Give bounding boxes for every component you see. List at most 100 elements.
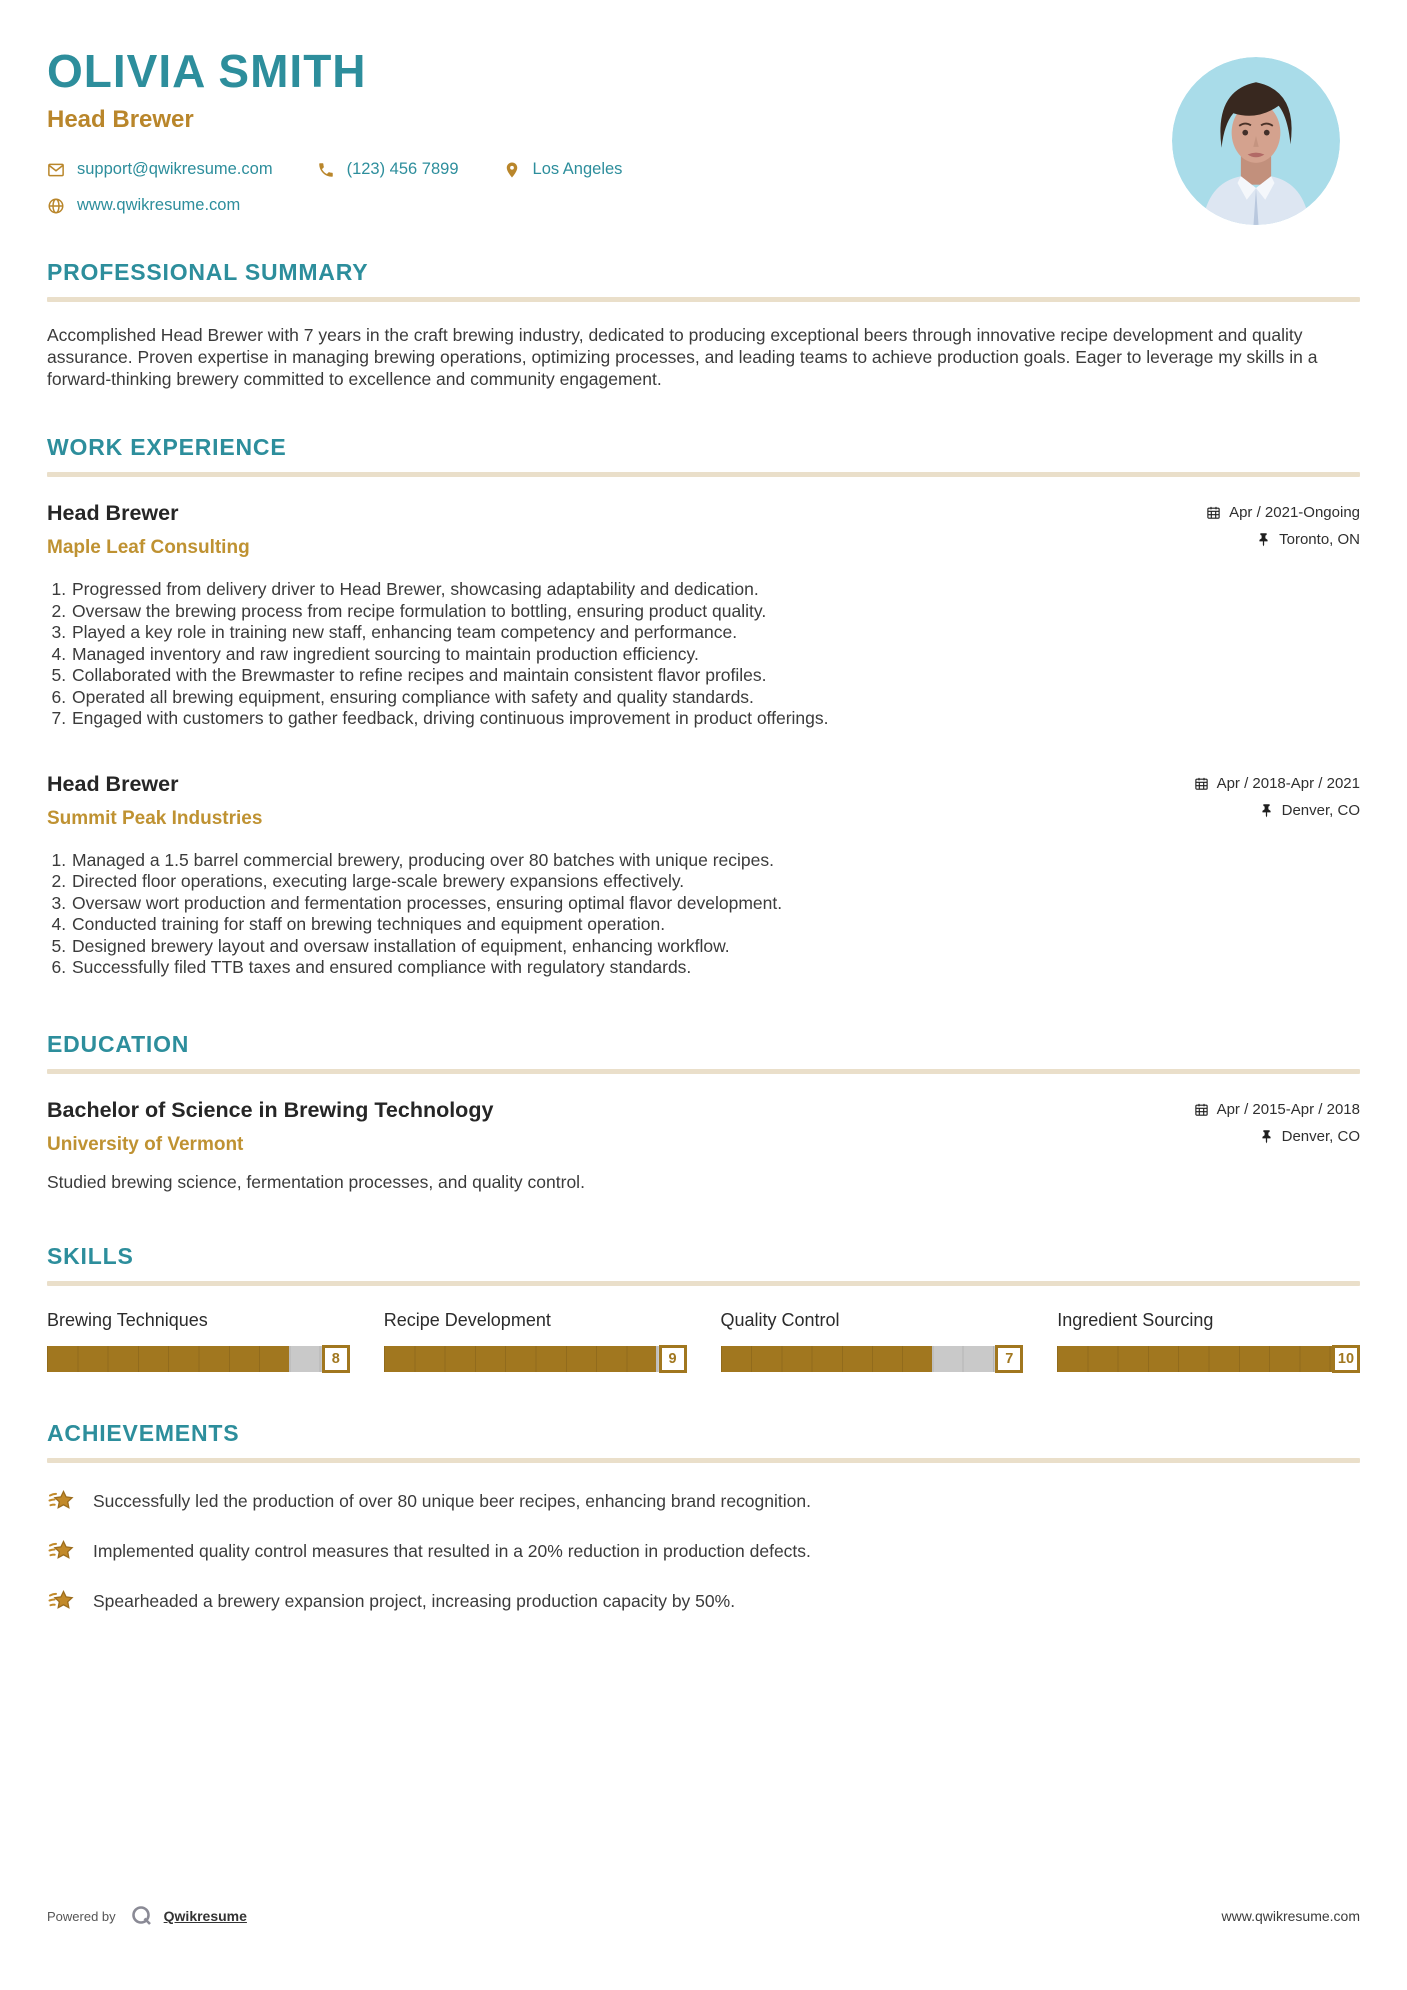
achievement-text: Spearheaded a brewery expansion project,… — [93, 1591, 736, 1611]
skill-bar-fill — [720, 1345, 933, 1372]
person-name: OLIVIA SMITH — [47, 45, 367, 97]
globe-icon — [47, 197, 65, 215]
section-achievements: ACHIEVEMENTS Successfully led the produc… — [47, 1420, 1360, 1617]
job-location: Denver, CO — [1259, 802, 1360, 819]
education-entry: Bachelor of Science in Brewing Technolog… — [47, 1098, 1360, 1193]
pushpin-icon — [1259, 803, 1274, 818]
qwikresume-brand-link[interactable]: Qwikresume — [163, 1908, 247, 1924]
job-bullet: Oversaw the brewing process from recipe … — [71, 601, 1360, 623]
skill-recipe-development: Recipe Development 9 — [383, 1309, 687, 1373]
job-bullet-list: Progressed from delivery driver to Head … — [47, 579, 1360, 730]
job-bullet: Directed floor operations, executing lar… — [71, 871, 1360, 893]
job-bullet: Collaborated with the Brewmaster to refi… — [71, 665, 1360, 687]
section-education: EDUCATION Bachelor of Science in Brewing… — [47, 1031, 1360, 1193]
skill-bar: 7 — [720, 1344, 1024, 1373]
envelope-icon — [47, 161, 65, 179]
achievement-item: Spearheaded a brewery expansion project,… — [47, 1587, 1360, 1617]
job-bullet: Managed inventory and raw ingredient sou… — [71, 644, 1360, 666]
contact-row-1: support@qwikresume.com (123) 456 7899 Lo… — [47, 160, 1360, 179]
calendar-icon — [1194, 776, 1209, 791]
footer-website-link[interactable]: www.qwikresume.com — [1221, 1908, 1360, 1924]
website-link[interactable]: www.qwikresume.com — [47, 196, 240, 215]
contact-row-2: www.qwikresume.com — [47, 196, 1360, 215]
resume-header: OLIVIA SMITH Head Brewer support@qwikres… — [47, 44, 1360, 225]
skill-label: Brewing Techniques — [47, 1309, 208, 1330]
skill-level-badge: 8 — [321, 1344, 350, 1373]
phone-link[interactable]: (123) 456 7899 — [317, 160, 459, 179]
calendar-icon — [1206, 505, 1221, 520]
skill-label: Ingredient Sourcing — [1057, 1309, 1214, 1330]
section-divider — [47, 1457, 1360, 1463]
skill-bar: 9 — [383, 1344, 687, 1373]
job-bullet: Conducted training for staff on brewing … — [71, 914, 1360, 936]
skill-bar-fill — [47, 1345, 290, 1372]
summary-text: Accomplished Head Brewer with 7 years in… — [47, 325, 1318, 389]
job-title: Head Brewer — [47, 771, 179, 796]
section-divider — [47, 1068, 1360, 1074]
achievement-text: Implemented quality control measures tha… — [93, 1541, 811, 1561]
achievements-heading: ACHIEVEMENTS — [47, 1419, 240, 1446]
job-bullet: Oversaw wort production and fermentation… — [71, 893, 1360, 915]
degree-title: Bachelor of Science in Brewing Technolog… — [47, 1097, 494, 1122]
skill-brewing-techniques: Brewing Techniques 8 — [47, 1309, 350, 1373]
profile-photo-illustration — [1172, 57, 1340, 225]
location-item: Los Angeles — [503, 160, 623, 179]
calendar-icon — [1194, 1102, 1209, 1117]
page-footer: Powered by Qwikresume www.qwikresume.com — [47, 1904, 1360, 1928]
school-name: University of Vermont — [47, 1133, 244, 1155]
experience-entry-2: Head Brewer Summit Peak Industries Apr /… — [47, 772, 1360, 979]
section-divider — [47, 1280, 1360, 1286]
pushpin-icon — [1256, 532, 1271, 547]
education-location: Denver, CO — [1259, 1128, 1360, 1145]
company-name: Summit Peak Industries — [47, 807, 263, 829]
phone-text: (123) 456 7899 — [346, 160, 459, 178]
job-bullet: Played a key role in training new staff,… — [71, 622, 1360, 644]
company-name: Maple Leaf Consulting — [47, 537, 250, 558]
job-bullet: Engaged with customers to gather feedbac… — [71, 708, 1360, 730]
job-bullet: Managed a 1.5 barrel commercial brewery,… — [71, 850, 1360, 872]
job-bullet: Progressed from delivery driver to Head … — [71, 579, 1360, 601]
location-pin-icon — [503, 161, 521, 179]
achievement-item: Successfully led the production of over … — [47, 1487, 1360, 1517]
job-title: Head Brewer — [47, 501, 179, 525]
job-bullet: Operated all brewing equipment, ensuring… — [71, 687, 1360, 709]
skills-heading: SKILLS — [47, 1242, 134, 1269]
skill-ingredient-sourcing: Ingredient Sourcing 10 — [1057, 1309, 1360, 1373]
email-link[interactable]: support@qwikresume.com — [47, 160, 273, 179]
powered-by-label: Powered by — [47, 1908, 116, 1924]
section-skills: SKILLS Brewing Techniques 8 Recipe Devel… — [47, 1242, 1360, 1373]
experience-heading: WORK EXPERIENCE — [47, 434, 287, 460]
pushpin-icon — [1259, 1129, 1274, 1144]
job-bullet-list: Managed a 1.5 barrel commercial brewery,… — [47, 850, 1360, 979]
section-work-experience: WORK EXPERIENCE Head Brewer Maple Leaf C… — [47, 434, 1360, 979]
education-heading: EDUCATION — [47, 1030, 190, 1057]
experience-entry-1: Head Brewer Maple Leaf Consulting Apr / … — [47, 501, 1360, 730]
skill-level-badge: 9 — [658, 1344, 687, 1373]
shooting-star-icon — [47, 1537, 77, 1567]
section-divider — [47, 297, 1360, 302]
education-dates: Apr / 2015-Apr / 2018 — [1194, 1101, 1360, 1118]
person-job-title: Head Brewer — [47, 106, 194, 133]
skill-label: Quality Control — [720, 1309, 840, 1330]
section-professional-summary: PROFESSIONAL SUMMARY Accomplished Head B… — [47, 259, 1360, 390]
skill-bar-fill — [1057, 1345, 1360, 1372]
phone-icon — [317, 161, 335, 179]
email-text: support@qwikresume.com — [77, 160, 273, 178]
section-divider — [47, 472, 1360, 477]
job-bullet: Successfully filed TTB taxes and ensured… — [71, 957, 1360, 979]
shooting-star-icon — [47, 1587, 77, 1617]
skill-label: Recipe Development — [383, 1309, 551, 1330]
skill-bar: 8 — [47, 1344, 350, 1373]
job-dates: Apr / 2021-Ongoing — [1206, 504, 1360, 521]
job-bullet: Designed brewery layout and oversaw inst… — [71, 936, 1360, 958]
job-dates: Apr / 2018-Apr / 2021 — [1194, 775, 1360, 792]
location-text: Los Angeles — [532, 160, 623, 178]
achievement-text: Successfully led the production of over … — [93, 1491, 811, 1511]
skill-quality-control: Quality Control 7 — [720, 1309, 1024, 1373]
skill-bar: 10 — [1057, 1344, 1360, 1373]
shooting-star-icon — [47, 1487, 77, 1517]
education-description: Studied brewing science, fermentation pr… — [47, 1171, 585, 1192]
achievement-item: Implemented quality control measures tha… — [47, 1537, 1360, 1567]
skill-bar-fill — [383, 1345, 657, 1372]
